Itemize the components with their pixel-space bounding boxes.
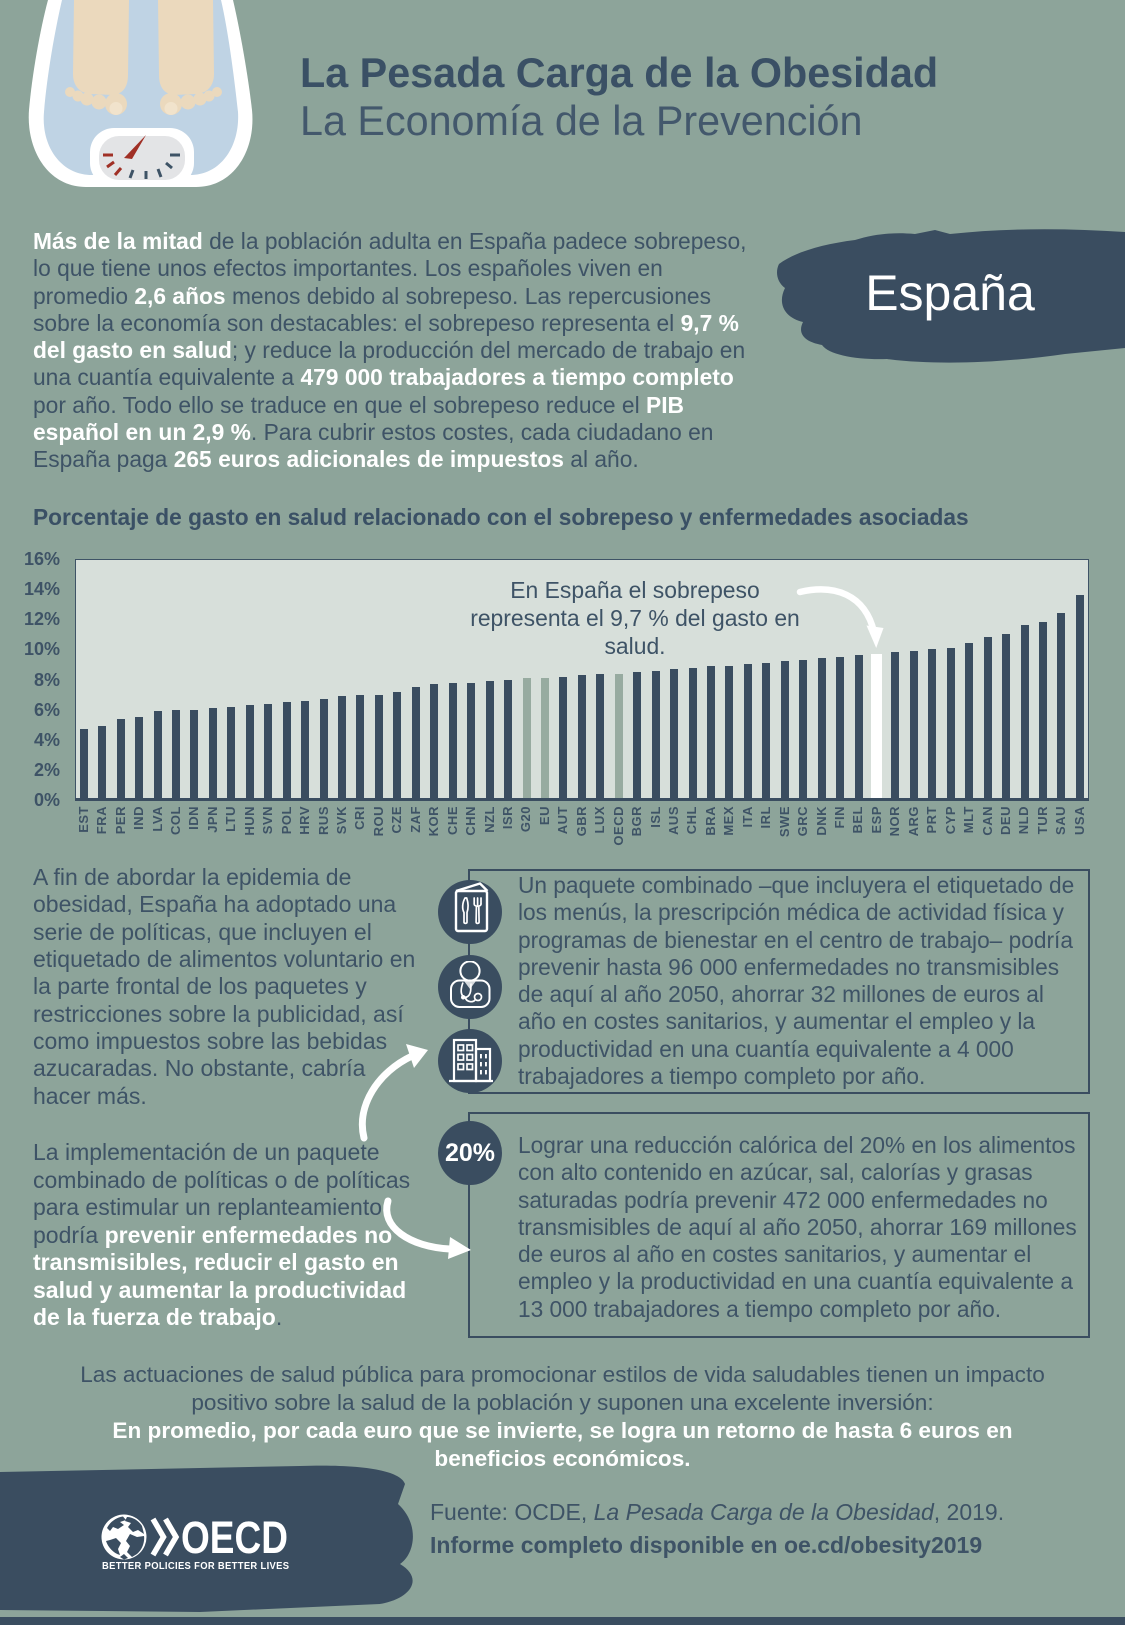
svg-text:OECD: OECD — [181, 1514, 288, 1563]
